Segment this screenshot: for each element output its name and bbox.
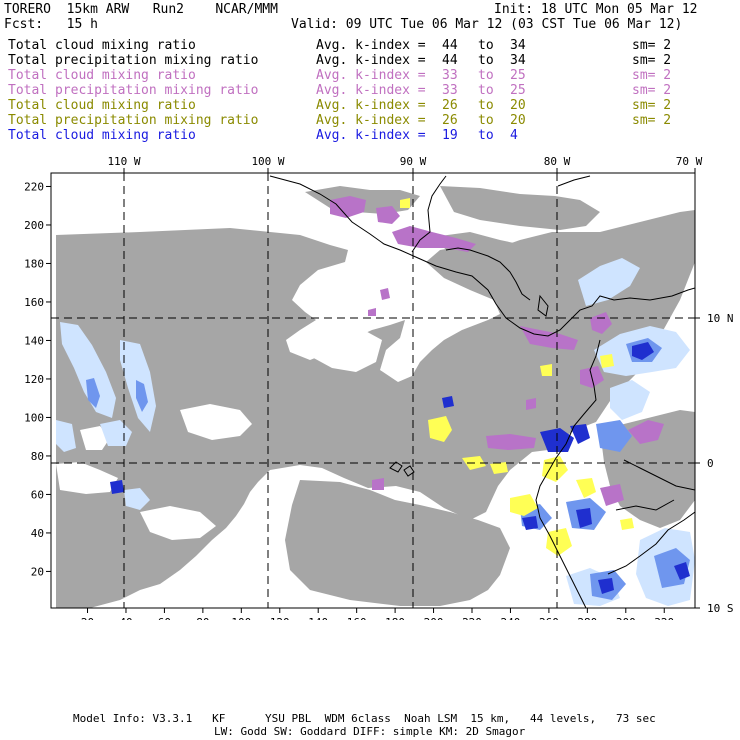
- x-tick-label: 140: [308, 616, 328, 620]
- axis-ticks: [46, 168, 700, 613]
- legend-row: Total cloud mixing ratio Avg. k-index = 44…: [8, 38, 738, 53]
- legend-kindex-to: 25: [510, 83, 526, 98]
- legend-field-name: Total cloud mixing ratio: [8, 38, 196, 53]
- legend-kindex-label: Avg. k-index =: [316, 38, 426, 53]
- legend-kindex-from: 33: [442, 83, 458, 98]
- lon-label: 100 W: [251, 155, 284, 168]
- legend-smoothing: sm= 2: [632, 68, 672, 83]
- model-title: TORERO 15km ARW Run2 NCAR/MMM: [4, 2, 278, 17]
- x-tick-label: 40: [119, 616, 132, 620]
- legend-kindex-to-word: to: [478, 68, 494, 83]
- legend-kindex-to-word: to: [478, 38, 494, 53]
- lon-label: 90 W: [400, 155, 427, 168]
- legend-kindex-from: 26: [442, 113, 458, 128]
- x-tick-label: 280: [577, 616, 597, 620]
- legend-kindex-from: 33: [442, 68, 458, 83]
- weather-map: 2040608010012014016018020022024026028030…: [24, 155, 733, 620]
- legend-kindex-to: 34: [510, 53, 526, 68]
- cloud-purple: [330, 196, 664, 506]
- y-tick-label: 180: [24, 257, 44, 270]
- legend-kindex-from: 44: [442, 38, 458, 53]
- legend-kindex-to-word: to: [478, 53, 494, 68]
- legend-row: Total cloud mixing ratio Avg. k-index = 33…: [8, 68, 738, 83]
- legend-kindex-to: 20: [510, 98, 526, 113]
- x-tick-label: 260: [539, 616, 559, 620]
- clear-areas: [56, 246, 650, 576]
- x-tick-label: 180: [385, 616, 405, 620]
- legend-kindex-label: Avg. k-index =: [316, 128, 426, 143]
- x-tick-label: 300: [616, 616, 636, 620]
- lat-lon-grid: [51, 173, 695, 608]
- y-tick-label: 140: [24, 334, 44, 347]
- legend-row: Total cloud mixing ratio Avg. k-index = 26…: [8, 98, 738, 113]
- y-tick-label: 100: [24, 411, 44, 424]
- y-tick-label: 40: [31, 527, 44, 540]
- valid-time: Valid: 09 UTC Tue 06 Mar 12 (03 CST Tue …: [291, 17, 683, 32]
- legend-kindex-label: Avg. k-index =: [316, 68, 426, 83]
- legend-kindex-to: 34: [510, 38, 526, 53]
- legend-row: Total precipitation mixing ratio Avg. k-i…: [8, 113, 738, 128]
- legend-kindex-label: Avg. k-index =: [316, 53, 426, 68]
- legend-kindex-label: Avg. k-index =: [316, 83, 426, 98]
- cloud-field-gray: [56, 186, 695, 608]
- forecast-hour: Fcst: 15 h: [4, 17, 98, 32]
- legend-field-name: Total cloud mixing ratio: [8, 98, 196, 113]
- legend-kindex-to: 25: [510, 68, 526, 83]
- y-tick-label: 220: [24, 180, 44, 193]
- legend-smoothing: sm= 2: [632, 53, 672, 68]
- y-tick-label: 80: [31, 450, 44, 463]
- lon-label: 80 W: [544, 155, 571, 168]
- x-tick-label: 20: [81, 616, 94, 620]
- plot-frame: [50, 172, 696, 609]
- lat-label: 0: [707, 457, 714, 470]
- x-tick-label: 200: [424, 616, 444, 620]
- legend-smoothing: sm= 2: [632, 38, 672, 53]
- legend-field-name: Total cloud mixing ratio: [8, 128, 196, 143]
- x-tick-label: 120: [270, 616, 290, 620]
- cloud-yellow: [400, 198, 634, 556]
- model-info-line2: LW: Godd SW: Goddard DIFF: simple KM: 2D…: [214, 725, 526, 738]
- legend-field-name: Total precipitation mixing ratio: [8, 113, 259, 128]
- legend-smoothing: sm= 2: [632, 83, 672, 98]
- legend-kindex-to-word: to: [478, 83, 494, 98]
- legend-field-name: Total precipitation mixing ratio: [8, 53, 259, 68]
- y-tick-label: 200: [24, 219, 44, 232]
- legend-smoothing: sm= 2: [632, 98, 672, 113]
- legend-kindex-to-word: to: [478, 98, 494, 113]
- legend-row: Total cloud mixing ratio Avg. k-index = 19…: [8, 128, 738, 143]
- legend-kindex-to: 4: [510, 128, 518, 143]
- y-tick-label: 160: [24, 296, 44, 309]
- legend-kindex-label: Avg. k-index =: [316, 98, 426, 113]
- legend-field-name: Total cloud mixing ratio: [8, 68, 196, 83]
- legend-kindex-from: 19: [442, 128, 458, 143]
- model-info-line1: Model Info: V3.3.1 KF YSU PBL WDM 6class…: [73, 712, 656, 725]
- legend-kindex-to: 20: [510, 113, 526, 128]
- lat-label: 10 S: [707, 602, 734, 615]
- legend-row: Total precipitation mixing ratio Avg. k-i…: [8, 83, 738, 98]
- y-tick-label: 120: [24, 373, 44, 386]
- axis-labels: 2040608010012014016018020022024026028030…: [24, 155, 733, 620]
- x-tick-label: 240: [501, 616, 521, 620]
- y-tick-label: 20: [31, 565, 44, 578]
- lat-label: 10 N: [707, 312, 734, 325]
- x-tick-label: 60: [158, 616, 171, 620]
- legend-kindex-from: 26: [442, 98, 458, 113]
- legend-kindex-to-word: to: [478, 113, 494, 128]
- legend-kindex-to-word: to: [478, 128, 494, 143]
- legend-smoothing: sm= 2: [632, 113, 672, 128]
- legend-field-name: Total precipitation mixing ratio: [8, 83, 259, 98]
- legend-row: Total precipitation mixing ratio Avg. k-i…: [8, 53, 738, 68]
- x-tick-label: 220: [462, 616, 482, 620]
- lon-label: 70 W: [676, 155, 703, 168]
- precip-dark-blue: [110, 342, 690, 594]
- x-tick-label: 100: [231, 616, 251, 620]
- lon-label: 110 W: [107, 155, 140, 168]
- legend-kindex-label: Avg. k-index =: [316, 113, 426, 128]
- y-tick-label: 60: [31, 488, 44, 501]
- x-tick-label: 320: [654, 616, 674, 620]
- legend-kindex-from: 44: [442, 53, 458, 68]
- x-tick-label: 160: [347, 616, 367, 620]
- x-tick-label: 80: [196, 616, 209, 620]
- init-time: Init: 18 UTC Mon 05 Mar 12: [494, 2, 698, 17]
